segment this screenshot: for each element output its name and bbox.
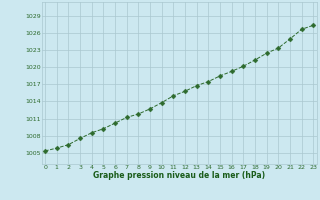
X-axis label: Graphe pression niveau de la mer (hPa): Graphe pression niveau de la mer (hPa) xyxy=(93,171,265,180)
